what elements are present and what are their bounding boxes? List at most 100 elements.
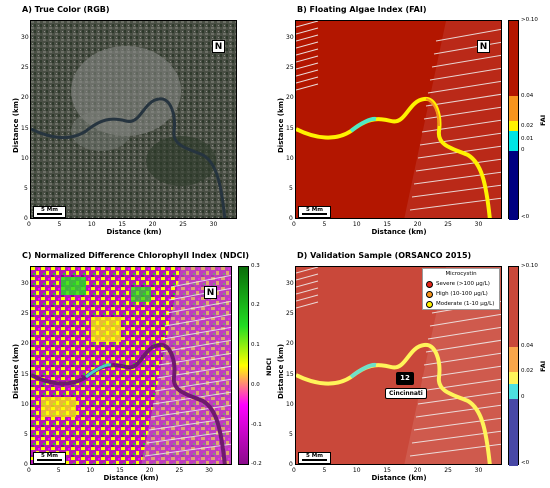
- cbar-d-yellow: [509, 372, 518, 384]
- x-tick-label: 25: [179, 221, 187, 228]
- cbar-b-tick: <0: [521, 214, 530, 220]
- true-color-map: [30, 20, 237, 219]
- y-tick-label: 30: [286, 280, 294, 288]
- y-axis-label-b: Distance (km): [277, 97, 285, 153]
- legend-item: High (10-100 μg/L): [426, 289, 496, 299]
- y-tick-label: 25: [286, 310, 294, 318]
- y-tick-label: 15: [21, 124, 29, 132]
- x-axis-label-d: Distance (km): [371, 474, 427, 482]
- legend-title: Microcystin: [445, 271, 477, 277]
- x-tick-label: 30: [205, 467, 213, 474]
- x-tick-label: 30: [474, 221, 483, 228]
- cbar-d-orange: [509, 347, 518, 372]
- x-tick-label: 10: [86, 467, 95, 474]
- scale-bar-c: 5 Mm: [33, 452, 66, 464]
- cbar-b-cyan: [509, 131, 518, 151]
- cbar-d-tick: <0: [521, 460, 530, 466]
- cbar-c-tick: 0.3: [251, 263, 260, 269]
- y-tick-label: 20: [21, 340, 29, 348]
- cbar-b-tick: >0.10: [521, 17, 538, 23]
- microcystin-legend: Microcystin Severe (>100 μg/L) High (10-…: [422, 268, 500, 310]
- legend-label: Severe (>100 μg/L): [436, 281, 490, 287]
- y-tick-label: 5: [24, 184, 28, 192]
- panel-d-title: D) Validation Sample (ORSANCO 2015): [297, 251, 472, 260]
- cbar-d-tick: 0.02: [521, 368, 534, 374]
- legend-dot: [426, 290, 433, 298]
- x-tick-label: 5: [56, 467, 61, 474]
- cbar-c-tick: 0.0: [251, 382, 260, 388]
- ndci-colorbar: [238, 266, 249, 465]
- y-axis-label-a: Distance (km): [12, 97, 20, 153]
- y-tick-label: 0: [24, 461, 28, 468]
- scale-bar-d: 5 Mm: [298, 452, 331, 464]
- city-label: Cincinnati: [385, 388, 427, 399]
- x-tick-label: 20: [413, 467, 422, 474]
- north-arrow-b: N: [477, 40, 490, 53]
- north-arrow-c: N: [204, 286, 217, 299]
- cbar-c-tick: 0.2: [251, 302, 260, 308]
- cbar-d-tick: 0.04: [521, 343, 534, 349]
- x-tick-label: 25: [444, 221, 452, 228]
- legend-label: Moderate (1-10 μg/L): [436, 301, 495, 307]
- x-tick-label: 25: [175, 467, 184, 474]
- y-tick-label: 30: [286, 34, 294, 42]
- x-axis-label-b: Distance (km): [371, 228, 427, 236]
- y-tick-label: 20: [286, 340, 294, 348]
- x-tick-label: 0: [292, 467, 296, 474]
- x-axis-label-a: Distance (km): [106, 228, 162, 236]
- x-tick-label: 10: [352, 221, 361, 228]
- x-tick-label: 30: [474, 467, 483, 474]
- cbar-b-navy: [509, 151, 518, 220]
- cbar-d-cyan: [509, 384, 518, 399]
- x-tick-label: 20: [148, 221, 157, 228]
- legend-item: Severe (>100 μg/L): [426, 279, 496, 289]
- cbar-c-label: NDCI: [265, 357, 273, 376]
- y-tick-label: 20: [21, 94, 29, 102]
- panel-b-title: B) Floating Algae Index (FAI): [297, 5, 427, 14]
- legend-dot: [426, 300, 433, 308]
- cbar-c-tick: -0.2: [251, 461, 262, 467]
- y-tick-label: 0: [289, 215, 293, 222]
- y-tick-label: 10: [286, 400, 294, 408]
- cbar-b-tick: 0.02: [521, 123, 534, 129]
- y-tick-label: 25: [286, 64, 294, 72]
- y-tick-label: 5: [24, 430, 28, 438]
- legend-dot: [426, 280, 433, 288]
- x-tick-label: 0: [27, 221, 31, 228]
- x-tick-label: 15: [116, 467, 124, 474]
- x-tick-label: 10: [352, 467, 361, 474]
- cbar-b-top: [509, 21, 518, 96]
- y-tick-label: 10: [286, 154, 294, 162]
- y-tick-label: 30: [21, 280, 29, 288]
- panel-c-title: C) Normalized Difference Chlorophyll Ind…: [22, 251, 249, 260]
- sample-count-marker: 12: [396, 372, 414, 385]
- legend-label: High (10-100 μg/L): [436, 291, 488, 297]
- fai-colorbar-b: [508, 20, 519, 220]
- y-tick-label: 25: [21, 64, 29, 72]
- x-tick-label: 0: [292, 221, 296, 228]
- scale-bar-b: 5 Mm: [298, 206, 331, 218]
- x-tick-label: 10: [87, 221, 96, 228]
- fai-map: [295, 20, 502, 219]
- x-tick-label: 20: [413, 221, 422, 228]
- x-tick-label: 15: [118, 221, 126, 228]
- cbar-b-tick: 0.04: [521, 93, 534, 99]
- cbar-c-tick: 0.1: [251, 342, 260, 348]
- y-tick-label: 15: [21, 370, 29, 378]
- x-tick-label: 15: [383, 467, 391, 474]
- x-tick-label: 5: [322, 221, 327, 228]
- x-tick-label: 5: [322, 467, 327, 474]
- x-tick-label: 20: [145, 467, 154, 474]
- cbar-d-navy: [509, 399, 518, 466]
- cbar-b-orange: [509, 96, 518, 121]
- y-tick-label: 20: [286, 94, 294, 102]
- x-tick-label: 25: [444, 467, 452, 474]
- y-axis-label-c: Distance (km): [12, 343, 20, 399]
- y-tick-label: 0: [289, 461, 293, 468]
- cbar-b-label: FAI: [539, 114, 547, 126]
- cbar-d-tick: 0: [521, 394, 525, 400]
- x-tick-label: 0: [27, 467, 31, 474]
- y-tick-label: 5: [289, 184, 293, 192]
- cbar-d-label: FAI: [539, 360, 547, 372]
- y-tick-label: 0: [24, 215, 28, 222]
